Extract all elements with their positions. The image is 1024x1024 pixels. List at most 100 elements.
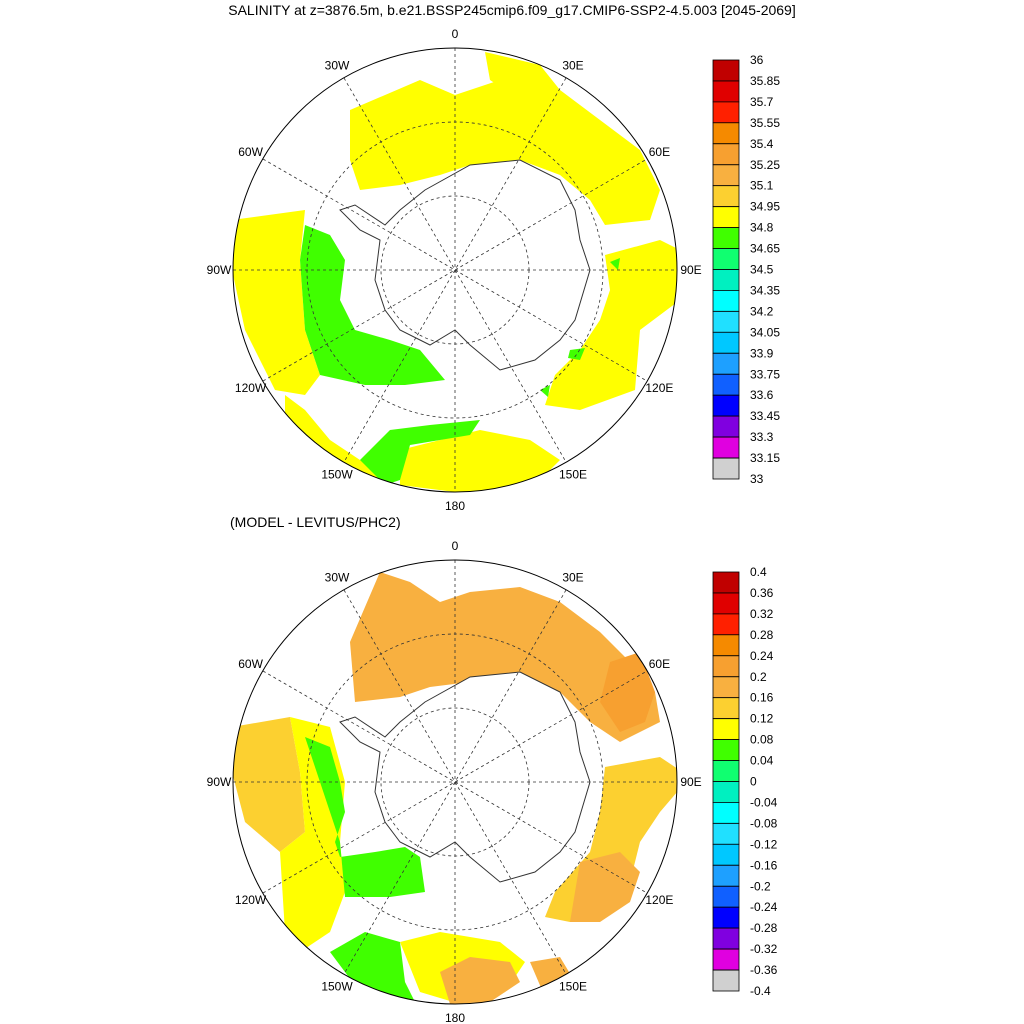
longitude-label: 90W [207, 775, 232, 789]
colorbar-label: -0.32 [750, 942, 778, 956]
colorbar-swatch [712, 143, 740, 166]
colorbar-label: -0.2 [750, 879, 771, 893]
colorbar-label: 34.95 [750, 200, 780, 214]
colorbar-swatch [712, 227, 740, 249]
colorbar-label: 33 [750, 472, 764, 486]
longitude-label: 30E [562, 571, 583, 585]
colorbar-label: -0.16 [750, 858, 778, 872]
map-border [232, 47, 678, 493]
longitude-label: 30W [325, 59, 350, 73]
longitude-label: 150E [559, 979, 587, 993]
antarctica-coastline [339, 159, 591, 371]
colorbar-swatch [712, 352, 740, 375]
colorbar-swatch [712, 394, 740, 417]
colorbar-label: 33.45 [750, 409, 780, 423]
colorbar-swatch [712, 457, 740, 480]
colorbar-swatch [712, 415, 740, 438]
colorbar-swatch [712, 801, 740, 824]
longitude-label: 30W [325, 571, 350, 585]
colorbar-label: 33.9 [750, 346, 774, 360]
colorbar-swatch [712, 927, 740, 950]
colorbar-swatch [712, 592, 740, 615]
colorbar-label: 0 [750, 775, 757, 789]
colorbar-swatch [712, 760, 740, 782]
colorbar-label: 35.7 [750, 95, 774, 109]
colorbar-label: 0.32 [750, 607, 774, 621]
difference-colorbar: 0.4 0.36 0.32 0.28 0.24 0.2 0.16 0.12 0.08 0.04 0 -… [712, 565, 778, 998]
colorbar-label: 35.25 [750, 158, 780, 172]
salinity-region-green-west [300, 225, 445, 385]
difference-region-south-orange [440, 957, 520, 1004]
colorbar-swatch [712, 822, 740, 845]
longitude-label: 60W [238, 657, 263, 671]
colorbar-label: 34.65 [750, 242, 780, 256]
colorbar-swatch [712, 948, 740, 971]
colorbar-label: 0.28 [750, 628, 774, 642]
colorbar-label: 0.04 [750, 754, 774, 768]
colorbar-swatch [712, 676, 740, 699]
colorbar-swatch [712, 206, 740, 228]
salinity-region-northwest [485, 52, 560, 100]
colorbar-swatch [712, 864, 740, 887]
colorbar-swatch [712, 697, 740, 719]
longitude-label: 60W [238, 145, 263, 159]
colorbar-label: 0.36 [750, 586, 774, 600]
longitude-label: 60E [649, 657, 670, 671]
longitude-labels: 0 30E 60E 90E 120E 150E 180 150W 120W 90W 60W 30W [207, 27, 702, 512]
colorbar-label: 33.3 [750, 430, 774, 444]
map-border [232, 559, 678, 1005]
longitude-label: 120E [645, 893, 673, 907]
colorbar-swatch [712, 122, 740, 145]
colorbar-label: 0.2 [750, 670, 767, 684]
colorbar-swatch [712, 718, 740, 740]
colorbar-swatch [712, 885, 740, 908]
colorbar-swatch [712, 80, 740, 103]
longitude-label: 90W [207, 263, 232, 277]
colorbar-label: 34.35 [750, 283, 780, 297]
difference-region-orange-ne [600, 652, 655, 732]
colorbar-swatch [712, 571, 740, 594]
longitude-label: 90E [680, 263, 701, 277]
difference-region-orange-north [350, 572, 660, 742]
difference-region-south-green [330, 932, 415, 1002]
colorbar-label: 0.24 [750, 649, 774, 663]
colorbar-label: 0.12 [750, 712, 774, 726]
colorbar-label: 0.4 [750, 565, 767, 579]
colorbar-label: -0.4 [750, 984, 771, 998]
salinity-region-north [350, 70, 660, 225]
colorbar-label: 0.16 [750, 691, 774, 705]
colorbar-label: 33.15 [750, 451, 780, 465]
longitude-label: 0 [452, 27, 459, 41]
salinity-map-panel: 0 30E 60E 90E 120E 150E 180 150W 120W 90W 60W 30W 3… [207, 27, 781, 512]
colorbar-swatch [712, 843, 740, 866]
colorbar-label: -0.08 [750, 816, 778, 830]
longitude-label: 150E [559, 467, 587, 481]
colorbar-swatch [712, 164, 740, 187]
salinity-region-west [233, 210, 320, 395]
colorbar-swatch [712, 331, 740, 354]
colorbar-label: 34.8 [750, 221, 774, 235]
colorbar-swatch [712, 906, 740, 929]
colorbar-swatch [712, 59, 740, 82]
colorbar-label: -0.12 [750, 837, 778, 851]
longitude-label: 150W [321, 979, 353, 993]
difference-region-yellow-west [233, 717, 305, 852]
longitude-label: 120W [235, 893, 267, 907]
graticule [233, 560, 677, 1004]
salinity-region-south [400, 430, 560, 492]
colorbar-label: -0.28 [750, 921, 778, 935]
colorbar-label: 34.2 [750, 304, 774, 318]
colorbar-swatch [712, 613, 740, 636]
colorbar-label: 35.85 [750, 74, 780, 88]
salinity-region-green-south [360, 420, 480, 485]
salinity-colorbar: 36 35.85 35.7 35.55 35.4 35.25 35.1 34.95 34.8 34… [712, 53, 780, 486]
longitude-label: 60E [649, 145, 670, 159]
colorbar-label: 34.5 [750, 263, 774, 277]
longitude-label: 30E [562, 59, 583, 73]
colorbar-label: 33.6 [750, 388, 774, 402]
colorbar-label: 35.55 [750, 116, 780, 130]
colorbar-label: -0.24 [750, 900, 778, 914]
colorbar-swatch [712, 310, 740, 333]
colorbar-swatch [712, 185, 740, 207]
difference-subtitle: (MODEL - LEVITUS/PHC2) [230, 514, 401, 530]
